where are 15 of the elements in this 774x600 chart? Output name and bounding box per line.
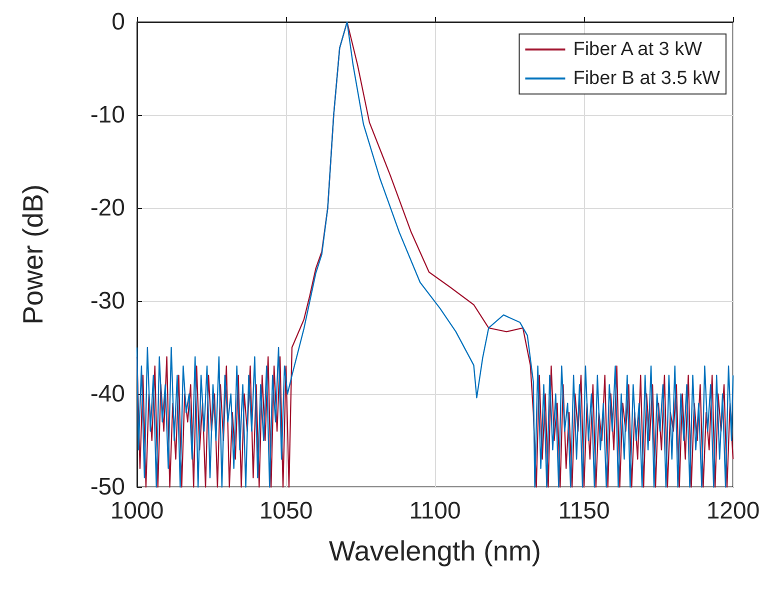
legend-label: Fiber B at 3.5 kW	[573, 68, 720, 89]
x-axis-title: Wavelength (nm)	[328, 536, 542, 566]
x-tick-label: 1150	[558, 498, 610, 524]
x-tick-label: 1050	[259, 498, 313, 524]
y-tick-label: -40	[90, 380, 125, 408]
y-tick-label: 0	[112, 8, 125, 36]
y-tick-label: -50	[90, 474, 125, 500]
x-tick-label: 1100	[409, 498, 461, 524]
x-tick-label: 1000	[110, 498, 164, 524]
y-tick-label: -20	[90, 194, 125, 222]
legend-label: Fiber A at 3 kW	[573, 39, 702, 60]
y-tick-label: -30	[90, 288, 125, 314]
y-axis-title: Power (dB)	[18, 184, 48, 325]
y-tick-label: -10	[90, 102, 125, 128]
x-tick-label: 1200	[706, 498, 760, 524]
